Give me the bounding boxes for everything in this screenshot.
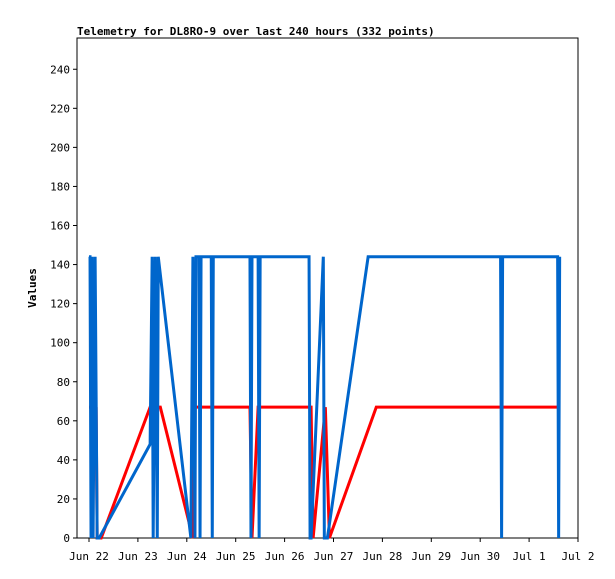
y-tick-label: 220 [50,102,70,115]
y-tick-label: 160 [50,220,70,233]
series-line-2 [88,255,562,540]
y-tick-label: 20 [57,493,70,506]
y-axis-title: Values [26,268,39,308]
x-tick-label: Jun 30 [460,550,500,563]
y-tick-label: 100 [50,337,70,350]
x-tick-label: Jun 27 [314,550,354,563]
x-tick-label: Jun 26 [265,550,305,563]
y-tick-label: 140 [50,259,70,272]
y-tick-label: 0 [63,532,70,545]
chart-title: Telemetry for DL8RO-9 over last 240 hour… [77,25,435,38]
x-tick-label: Jun 28 [363,550,403,563]
y-tick-label: 60 [57,415,70,428]
y-axis-ticks: 0 20 40 60 80 100 120 140 160 180 200 220 240 [50,63,77,545]
x-tick-label: Jul 2 [561,550,594,563]
x-tick-label: Jun 29 [411,550,451,563]
y-tick-label: 80 [57,376,70,389]
x-tick-label: Jul 1 [513,550,546,563]
y-tick-label: 240 [50,63,70,76]
y-tick-label: 180 [50,180,70,193]
x-tick-label: Jun 23 [118,550,158,563]
y-tick-label: 200 [50,141,70,154]
x-tick-label: Jun 24 [167,550,207,563]
x-tick-label: Jun 22 [69,550,109,563]
series-layer [88,255,562,540]
x-tick-label: Jun 25 [216,550,256,563]
y-tick-label: 120 [50,298,70,311]
y-tick-label: 40 [57,454,70,467]
x-axis-ticks: Jun 22 Jun 23 Jun 24 Jun 25 Jun 26 Jun 27 Jun … [69,538,595,563]
